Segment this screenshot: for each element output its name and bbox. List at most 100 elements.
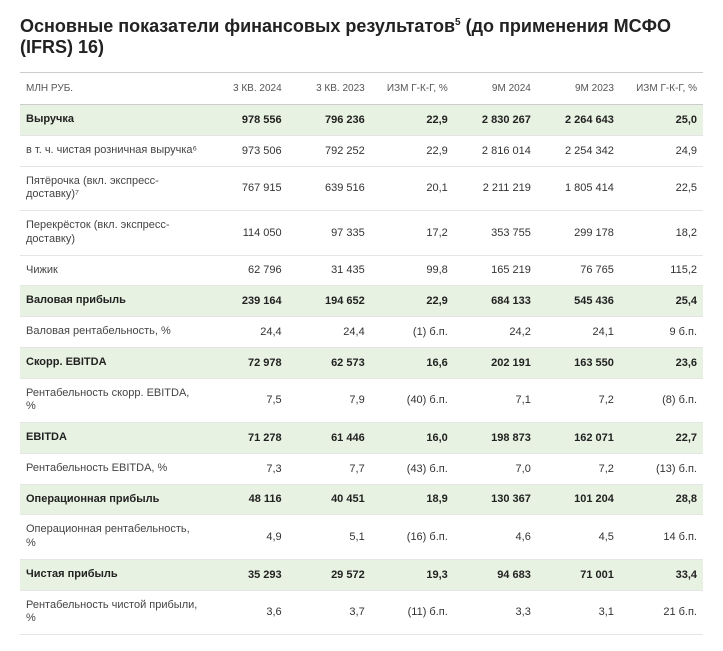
table-row: EBITDA71 27861 44616,0198 873162 07122,7 bbox=[20, 423, 703, 454]
cell-m9_2023: 545 436 bbox=[537, 286, 620, 317]
cell-q3_2023: 97 335 bbox=[288, 211, 371, 256]
cell-m_yoy: 22,7 bbox=[620, 423, 703, 454]
cell-q_yoy: 20,1 bbox=[371, 166, 454, 211]
cell-q_yoy: (40) б.п. bbox=[371, 378, 454, 423]
table-row: Перекрёсток (вкл. экспресс-доставку)114 … bbox=[20, 211, 703, 256]
cell-m9_2023: 7,2 bbox=[537, 378, 620, 423]
row-label: Пятёрочка (вкл. экспресс-доставку)⁷ bbox=[20, 166, 205, 211]
row-label: Операционная прибыль bbox=[20, 484, 205, 515]
table-row: Операционная прибыль48 11640 45118,9130 … bbox=[20, 484, 703, 515]
cell-m_yoy: (13) б.п. bbox=[620, 453, 703, 484]
cell-m9_2024: 7,0 bbox=[454, 453, 537, 484]
row-label: в т. ч. чистая розничная выручка⁶ bbox=[20, 135, 205, 166]
cell-q3_2023: 62 573 bbox=[288, 347, 371, 378]
cell-m9_2023: 101 204 bbox=[537, 484, 620, 515]
cell-q3_2024: 973 506 bbox=[205, 135, 288, 166]
cell-m9_2023: 1 805 414 bbox=[537, 166, 620, 211]
cell-q3_2023: 7,7 bbox=[288, 453, 371, 484]
cell-m9_2023: 71 001 bbox=[537, 559, 620, 590]
cell-m9_2024: 3,3 bbox=[454, 590, 537, 635]
cell-m_yoy: (8) б.п. bbox=[620, 378, 703, 423]
cell-m_yoy: 9 б.п. bbox=[620, 317, 703, 348]
cell-m9_2023: 162 071 bbox=[537, 423, 620, 454]
table-header: МЛН РУБ.3 КВ. 20243 КВ. 2023ИЗМ Г-К-Г, %… bbox=[20, 73, 703, 105]
cell-m9_2023: 2 264 643 bbox=[537, 105, 620, 136]
cell-q_yoy: 22,9 bbox=[371, 286, 454, 317]
cell-m9_2023: 3,1 bbox=[537, 590, 620, 635]
cell-m_yoy: 21 б.п. bbox=[620, 590, 703, 635]
cell-q3_2024: 3,6 bbox=[205, 590, 288, 635]
cell-m9_2024: 4,6 bbox=[454, 515, 537, 560]
cell-q3_2023: 40 451 bbox=[288, 484, 371, 515]
cell-q3_2023: 31 435 bbox=[288, 255, 371, 286]
row-label: Рентабельность EBITDA, % bbox=[20, 453, 205, 484]
cell-m9_2023: 163 550 bbox=[537, 347, 620, 378]
cell-q_yoy: 22,9 bbox=[371, 105, 454, 136]
cell-m_yoy: 33,4 bbox=[620, 559, 703, 590]
col-header-q3_2024: 3 КВ. 2024 bbox=[205, 73, 288, 105]
cell-m9_2024: 198 873 bbox=[454, 423, 537, 454]
cell-m9_2024: 2 816 014 bbox=[454, 135, 537, 166]
table-row: Рентабельность чистой прибыли, %3,63,7(1… bbox=[20, 590, 703, 635]
cell-q3_2024: 48 116 bbox=[205, 484, 288, 515]
cell-m9_2024: 24,2 bbox=[454, 317, 537, 348]
col-header-m9_2023: 9М 2023 bbox=[537, 73, 620, 105]
table-row: Валовая рентабельность, %24,424,4(1) б.п… bbox=[20, 317, 703, 348]
cell-m9_2024: 165 219 bbox=[454, 255, 537, 286]
cell-q_yoy: 99,8 bbox=[371, 255, 454, 286]
cell-q3_2024: 35 293 bbox=[205, 559, 288, 590]
cell-m9_2024: 2 211 219 bbox=[454, 166, 537, 211]
cell-q3_2024: 239 164 bbox=[205, 286, 288, 317]
cell-q_yoy: 16,0 bbox=[371, 423, 454, 454]
cell-m9_2023: 4,5 bbox=[537, 515, 620, 560]
table-row: Операционная рентабельность, %4,95,1(16)… bbox=[20, 515, 703, 560]
cell-m9_2024: 2 830 267 bbox=[454, 105, 537, 136]
row-label: Валовая прибыль bbox=[20, 286, 205, 317]
cell-m_yoy: 25,0 bbox=[620, 105, 703, 136]
cell-m_yoy: 18,2 bbox=[620, 211, 703, 256]
cell-q_yoy: (43) б.п. bbox=[371, 453, 454, 484]
cell-q3_2024: 114 050 bbox=[205, 211, 288, 256]
row-label: EBITDA bbox=[20, 423, 205, 454]
cell-q3_2023: 796 236 bbox=[288, 105, 371, 136]
cell-q3_2023: 61 446 bbox=[288, 423, 371, 454]
cell-m_yoy: 24,9 bbox=[620, 135, 703, 166]
cell-q_yoy: (11) б.п. bbox=[371, 590, 454, 635]
row-label: Операционная рентабельность, % bbox=[20, 515, 205, 560]
col-header-label: МЛН РУБ. bbox=[20, 73, 205, 105]
row-label: Рентабельность скорр. EBITDA, % bbox=[20, 378, 205, 423]
cell-q3_2023: 7,9 bbox=[288, 378, 371, 423]
cell-q_yoy: 17,2 bbox=[371, 211, 454, 256]
cell-q3_2024: 71 278 bbox=[205, 423, 288, 454]
row-label: Выручка bbox=[20, 105, 205, 136]
cell-m9_2023: 76 765 bbox=[537, 255, 620, 286]
cell-q3_2023: 24,4 bbox=[288, 317, 371, 348]
financial-table: МЛН РУБ.3 КВ. 20243 КВ. 2023ИЗМ Г-К-Г, %… bbox=[20, 72, 703, 635]
row-label: Рентабельность чистой прибыли, % bbox=[20, 590, 205, 635]
col-header-q3_2023: 3 КВ. 2023 bbox=[288, 73, 371, 105]
cell-m9_2024: 353 755 bbox=[454, 211, 537, 256]
row-label: Перекрёсток (вкл. экспресс-доставку) bbox=[20, 211, 205, 256]
cell-q3_2024: 24,4 bbox=[205, 317, 288, 348]
cell-m9_2023: 7,2 bbox=[537, 453, 620, 484]
cell-q3_2024: 7,3 bbox=[205, 453, 288, 484]
col-header-m_yoy: ИЗМ Г-К-Г, % bbox=[620, 73, 703, 105]
cell-q3_2023: 639 516 bbox=[288, 166, 371, 211]
cell-m_yoy: 28,8 bbox=[620, 484, 703, 515]
cell-m9_2024: 7,1 bbox=[454, 378, 537, 423]
col-header-q_yoy: ИЗМ Г-К-Г, % bbox=[371, 73, 454, 105]
cell-m9_2024: 684 133 bbox=[454, 286, 537, 317]
row-label: Чистая прибыль bbox=[20, 559, 205, 590]
table-row: Рентабельность скорр. EBITDA, %7,57,9(40… bbox=[20, 378, 703, 423]
cell-q_yoy: 18,9 bbox=[371, 484, 454, 515]
cell-q3_2023: 29 572 bbox=[288, 559, 371, 590]
cell-m_yoy: 14 б.п. bbox=[620, 515, 703, 560]
table-row: Чистая прибыль35 29329 57219,394 68371 0… bbox=[20, 559, 703, 590]
cell-m_yoy: 23,6 bbox=[620, 347, 703, 378]
table-row: Чижик62 79631 43599,8165 21976 765115,2 bbox=[20, 255, 703, 286]
cell-q3_2024: 767 915 bbox=[205, 166, 288, 211]
cell-m9_2023: 2 254 342 bbox=[537, 135, 620, 166]
page-title: Основные показатели финансовых результат… bbox=[20, 16, 703, 58]
cell-q3_2023: 792 252 bbox=[288, 135, 371, 166]
table-row: в т. ч. чистая розничная выручка⁶973 506… bbox=[20, 135, 703, 166]
